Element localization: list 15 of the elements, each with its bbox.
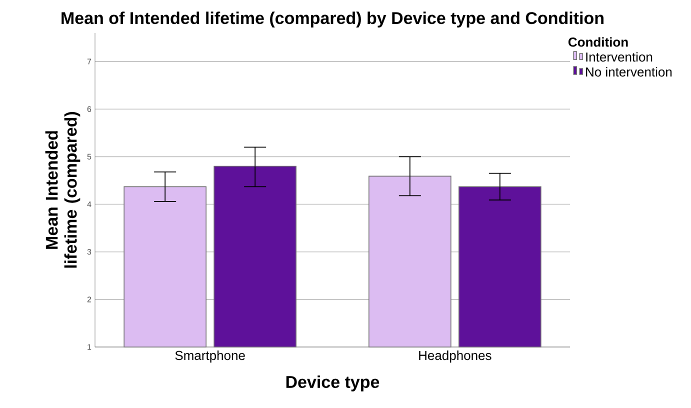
y-tick-label: 3 [87,249,92,255]
y-tick-label: 6 [87,106,92,112]
legend-label: No intervention [586,67,672,77]
chart-title: Mean of Intended lifetime (compared) by Device type and Condition [62,12,604,28]
x-axis-title: Device type [286,376,380,392]
y-tick-label: 5 [87,154,92,160]
y-tick-label: 1 [88,344,92,350]
x-tick-label: Headphones [419,350,492,363]
y-tick-label: 7 [87,58,92,64]
y-axis-title: Mean Intended lifetime (compared) [45,112,80,268]
legend-title: Condition [568,37,628,47]
y-tick-label: 2 [87,296,92,302]
legend-label: Intervention [586,52,652,62]
x-tick-label: Smartphone [175,350,245,363]
y-tick-label: 4 [87,202,92,208]
